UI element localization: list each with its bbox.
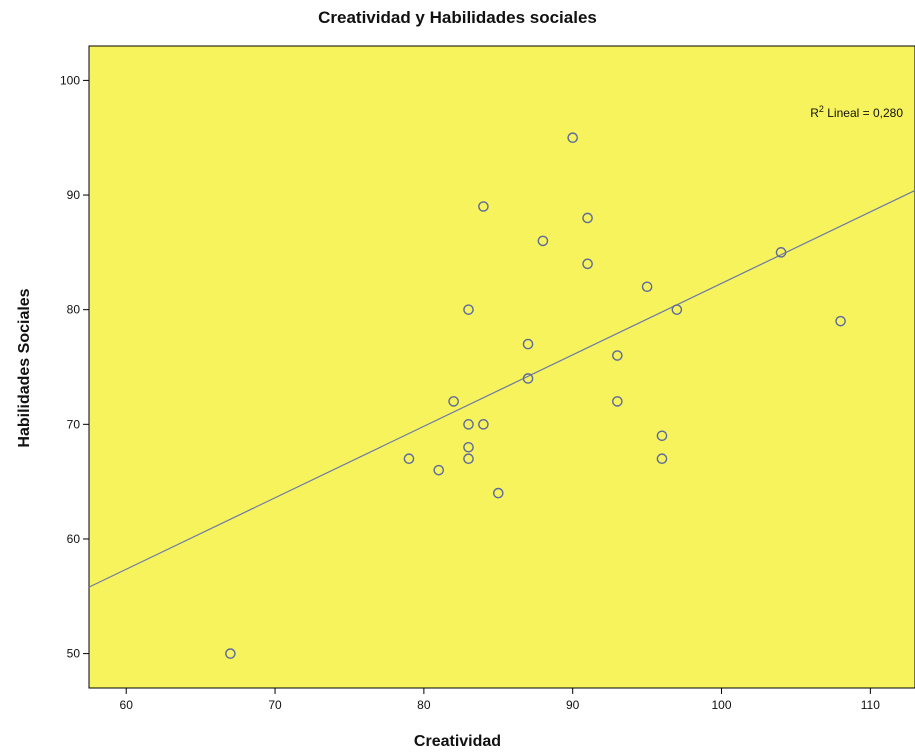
x-axis-label: Creatividad — [413, 733, 502, 750]
data-point — [463, 419, 474, 430]
data-point — [835, 315, 846, 327]
data-point — [478, 201, 489, 212]
y-tick-label: 90 — [67, 188, 81, 202]
data-point — [612, 350, 623, 361]
data-point — [671, 304, 683, 315]
data-point — [567, 132, 578, 144]
data-point — [463, 441, 474, 453]
data-point — [433, 464, 445, 476]
data-point — [537, 235, 549, 247]
data-point — [656, 430, 668, 442]
data-point — [225, 648, 236, 659]
y-tick-label: 100 — [60, 73, 80, 87]
x-tick-label: 60 — [120, 698, 134, 712]
data-point — [582, 212, 593, 224]
r-squared-annotation: R2 Lineal = 0,280 — [810, 104, 903, 120]
data-point — [775, 247, 787, 258]
data-point — [463, 304, 474, 315]
data-point — [448, 396, 459, 407]
data-point — [478, 419, 489, 430]
data-point — [612, 396, 623, 407]
y-axis-label: Habilidades Sociales — [16, 288, 33, 448]
y-tick-label: 80 — [67, 303, 81, 317]
data-point — [582, 258, 593, 270]
x-tick-label: 90 — [566, 698, 580, 712]
x-tick-label: 100 — [712, 698, 732, 712]
x-tick-label: 70 — [268, 698, 282, 712]
fit-line — [88, 189, 915, 588]
data-point — [463, 453, 474, 465]
data-point — [641, 281, 653, 293]
data-point — [522, 373, 534, 384]
x-tick-label: 80 — [417, 698, 431, 712]
data-point — [492, 487, 504, 499]
y-tick-label: 50 — [67, 647, 81, 661]
data-point — [522, 338, 534, 350]
y-tick-label: 60 — [67, 532, 81, 546]
x-tick-label: 110 — [861, 698, 880, 712]
data-point — [656, 453, 668, 465]
y-tick-label: 70 — [67, 417, 81, 431]
data-point — [403, 453, 415, 465]
plot-background — [88, 45, 915, 689]
chart-title: Creatividad y Habilidades sociales — [318, 8, 597, 27]
